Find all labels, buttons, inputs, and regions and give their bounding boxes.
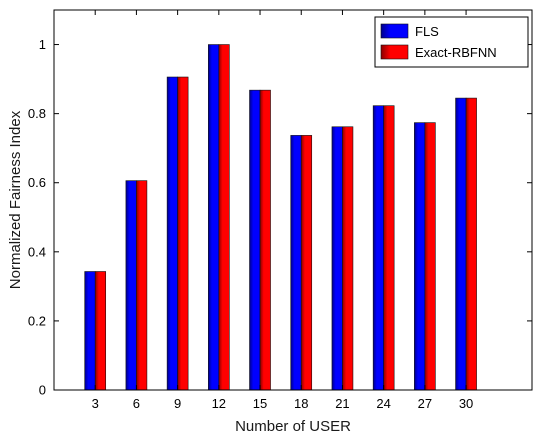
bar-exact-rbfnn-27 [424,122,436,391]
bars-layer [84,44,477,391]
y-tick-label: 0 [39,383,46,398]
bar-fls-12 [208,44,220,391]
x-tick-label: 30 [459,396,473,411]
bar-exact-rbfnn-18 [300,135,313,391]
bar-fls-27 [414,122,426,391]
bar-exact-rbfnn-6 [136,180,148,391]
x-tick-label: 27 [418,396,432,411]
bar-exact-rbfnn-3 [94,271,107,391]
axis-ticks: 0 0.2 0.4 0.6 0.8 1 3 6 9 12 15 18 21 24 27 30 [28,10,532,411]
y-tick-label: 0.2 [28,313,46,328]
legend-swatch-exact-rbfnn [380,44,409,60]
x-tick-label: 12 [212,396,226,411]
y-axis-title: Normalized Fairness Index [7,110,24,289]
bar-exact-rbfnn-21 [342,126,354,391]
x-tick-label: 21 [335,396,349,411]
legend: FLS Exact-RBFNN [374,16,529,68]
bar-fls-9 [166,76,178,391]
bar-exact-rbfnn-9 [177,76,189,391]
x-tick-label: 15 [253,396,267,411]
bar-fls-6 [125,180,137,391]
legend-swatch-fls [380,23,409,39]
y-tick-label: 0.4 [28,244,46,259]
y-tick-label: 0.8 [28,106,46,121]
x-tick-label: 18 [294,396,308,411]
y-tick-label: 0.6 [28,175,46,190]
x-tick-label: 3 [92,396,99,411]
bar-exact-rbfnn-30 [465,97,477,391]
plot-area-frame [53,9,533,391]
bar-fls-30 [455,97,467,391]
x-tick-label: 24 [376,396,390,411]
x-axis-title: Number of USER [235,418,351,435]
bar-exact-rbfnn-15 [259,89,271,391]
bar-fls-15 [249,89,261,391]
bar-fls-18 [290,135,302,391]
bar-fls-3 [84,271,96,391]
y-tick-label: 1 [39,37,46,52]
bar-fls-21 [331,126,343,391]
legend-label-exact-rbfnn: Exact-RBFNN [415,45,497,60]
bar-fls-24 [372,105,384,391]
x-tick-label: 6 [133,396,140,411]
bar-exact-rbfnn-24 [383,105,395,391]
x-tick-label: 9 [174,396,181,411]
bar-exact-rbfnn-12 [218,44,230,391]
legend-label-fls: FLS [415,24,439,39]
